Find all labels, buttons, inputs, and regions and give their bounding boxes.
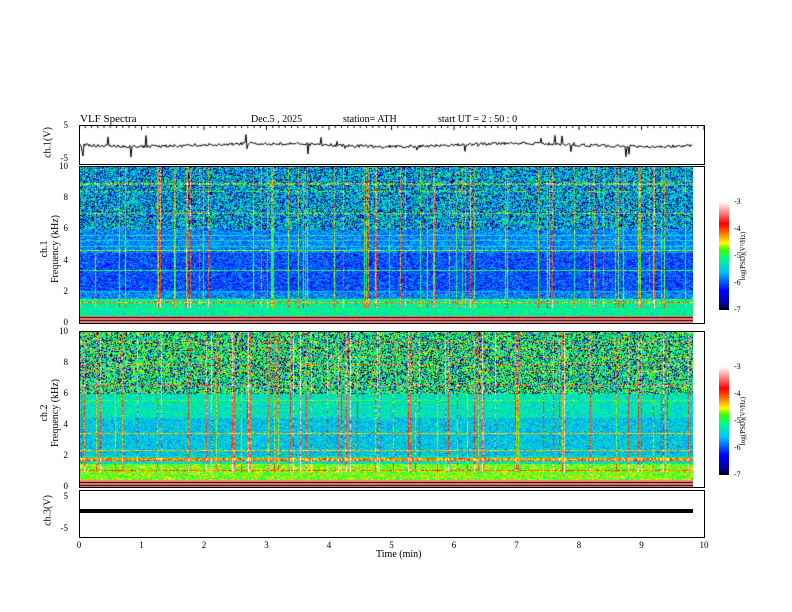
colorbar-tick-label: -6: [734, 443, 741, 452]
time-tick-label: 4: [326, 540, 332, 550]
ch3-waveform: [79, 509, 693, 513]
time-tick-label: 10: [699, 540, 709, 550]
colorbar-tick-label: -3: [734, 362, 741, 371]
ch1-tick: -5: [60, 153, 69, 163]
ch1-spec-frame: [79, 166, 705, 324]
time-tick-label: 8: [576, 540, 582, 550]
ch2-spec-frame: [79, 331, 705, 488]
freq-tick-label: 4: [63, 419, 69, 429]
ch3-wave-frame: [79, 490, 705, 538]
ch1-tick: 5: [63, 120, 69, 130]
x-axis-label: Time (min): [376, 549, 422, 560]
time-tick-label: 7: [514, 540, 519, 550]
freq-tick-label: 10: [59, 161, 68, 171]
start-time-label: start UT = 2 : 50 : 0: [438, 114, 518, 125]
freq-tick-label: 2: [63, 450, 69, 460]
colorbar-tick-label: -4: [734, 389, 741, 398]
time-tick-label: 1: [139, 540, 144, 550]
station-label: station= ATH: [343, 114, 397, 125]
colorbar-tick-label: -3: [734, 197, 741, 206]
colorbar-tick-label: -7: [734, 470, 741, 479]
freq-tick-label: 0: [63, 481, 69, 491]
freq-tick-label: 0: [63, 317, 69, 327]
time-tick-label: 2: [201, 540, 207, 550]
ch2-spec-label: ch.2 Frequency (kHz): [39, 378, 61, 448]
time-tick-label: 0: [76, 540, 82, 550]
date-label: Dec.5 , 2025: [251, 114, 303, 125]
freq-tick-label: 2: [63, 285, 69, 296]
colorbar-tick-label: -7: [734, 305, 741, 314]
colorbar-ch1: [719, 202, 729, 310]
colorbar-tick-label: -6: [734, 278, 741, 287]
ch2-spectrogram: [79, 332, 693, 487]
ch1-waveform: [79, 125, 705, 165]
freq-tick-label: 10: [59, 326, 68, 336]
ch1-spectrogram: [79, 167, 693, 323]
time-tick-label: 6: [451, 540, 457, 550]
colorbar-tick-label: -5: [734, 251, 741, 260]
colorbar-ch2: [719, 367, 729, 475]
time-tick-label: 3: [264, 540, 269, 550]
freq-tick-label: 8: [63, 192, 69, 203]
colorbar-tick-label: -4: [734, 224, 741, 233]
freq-tick-label: 4: [63, 254, 69, 265]
freq-tick-label: 8: [63, 357, 69, 367]
ch3-tick: 5: [63, 491, 69, 501]
freq-tick-label: 6: [63, 223, 69, 234]
time-tick-label: 9: [639, 540, 644, 550]
ch1-spec-label: ch.1 Frequency (kHz): [39, 214, 61, 284]
ch3-tick: -5: [60, 523, 69, 533]
figure-title: VLF Spectra: [80, 113, 137, 125]
freq-tick-label: 6: [63, 388, 69, 398]
colorbar-tick-label: -5: [734, 416, 741, 425]
time-tick-label: 5: [389, 540, 394, 550]
